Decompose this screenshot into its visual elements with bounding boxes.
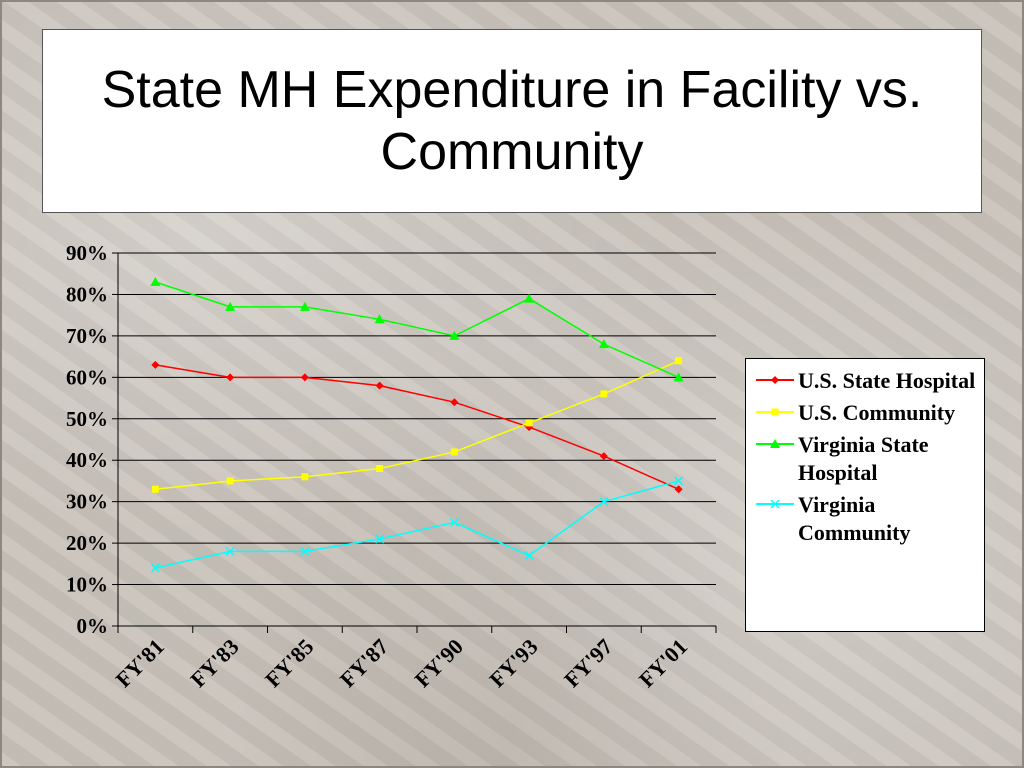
data-point (300, 546, 310, 556)
y-axis-ticks: 0% 10% 20% 30% 40% 50% 60% 70% 80% 90% (66, 241, 108, 638)
x-tick-label: FY'93 (484, 634, 542, 692)
data-point (600, 390, 608, 398)
data-point (150, 277, 161, 287)
data-point (599, 452, 608, 461)
series-line (155, 281, 679, 379)
x-axis-ticks: FY'81 FY'83 FY'85 FY'87 FY'90 FY'93 FY'97 FY'01 (111, 634, 693, 692)
data-point (375, 381, 384, 390)
data-point (374, 314, 385, 324)
series-line (155, 480, 679, 569)
data-point (450, 448, 458, 456)
y-tick-label: 50% (66, 407, 108, 431)
title-box: State MH Expenditure in Facility vs. Com… (42, 29, 982, 213)
data-point (450, 398, 459, 407)
y-tick-label: 70% (66, 324, 108, 348)
data-point (151, 485, 159, 493)
y-tick-label: 40% (66, 448, 108, 472)
series-2 (151, 357, 683, 493)
legend-item: Virginia State Hospital (752, 431, 978, 487)
y-tick-label: 90% (66, 241, 108, 265)
data-point (770, 439, 780, 448)
legend-label: U.S. State Hospital (798, 368, 976, 393)
y-tick-label: 60% (66, 365, 108, 389)
x-tick-label: FY'01 (634, 634, 692, 692)
legend-item: U.S. Community (752, 399, 978, 427)
data-point (375, 534, 385, 544)
x-tick-label: FY'83 (185, 634, 243, 692)
legend: U.S. State Hospital U.S. Community Virgini… (745, 358, 985, 632)
legend-label: Virginia Community (798, 492, 911, 545)
data-point (226, 373, 235, 382)
data-point (150, 563, 160, 573)
data-point (674, 476, 684, 486)
data-point (226, 477, 234, 485)
data-point (449, 330, 460, 340)
series-3 (150, 277, 684, 382)
legend-label: U.S. Community (798, 400, 956, 425)
series-line (155, 360, 679, 490)
data-point (301, 473, 309, 481)
data-point (771, 376, 779, 384)
data-point (299, 301, 310, 311)
data-point (449, 517, 459, 527)
x-tick-label: FY'87 (335, 634, 393, 692)
y-tick-label: 0% (77, 614, 109, 638)
series-line (155, 364, 679, 490)
data-point (673, 372, 684, 382)
data-point (675, 357, 683, 365)
data-point (674, 485, 683, 494)
x-tick-label: FY'90 (410, 634, 468, 692)
legend-swatch (752, 431, 798, 457)
x-tick-label: FY'81 (111, 634, 169, 692)
data-point (770, 499, 780, 509)
data-point (598, 339, 609, 349)
legend-item: Virginia Community (752, 491, 978, 547)
data-point (599, 497, 609, 507)
data-point (376, 465, 384, 473)
slide-title: State MH Expenditure in Facility vs. Com… (101, 61, 923, 181)
x-tick-label: FY'85 (260, 634, 318, 692)
data-point (524, 551, 534, 561)
data-point (300, 373, 309, 382)
series-1 (151, 360, 683, 494)
data-point (151, 360, 160, 369)
y-tick-label: 80% (66, 282, 108, 306)
data-point (225, 301, 236, 311)
data-point (771, 408, 779, 416)
series-4 (150, 476, 684, 573)
y-tick-label: 20% (66, 531, 108, 555)
x-tick-label: FY'97 (559, 634, 617, 692)
data-point (525, 419, 533, 427)
legend-swatch (752, 491, 798, 517)
data-point (225, 546, 235, 556)
legend-swatch (752, 399, 798, 425)
series-group (150, 277, 684, 573)
legend-item: U.S. State Hospital (752, 367, 978, 395)
gridlines (112, 252, 717, 633)
legend-label: Virginia State Hospital (798, 432, 929, 485)
y-tick-label: 10% (66, 573, 108, 597)
data-point (524, 293, 535, 303)
legend-swatch (752, 367, 798, 393)
y-tick-label: 30% (66, 490, 108, 514)
